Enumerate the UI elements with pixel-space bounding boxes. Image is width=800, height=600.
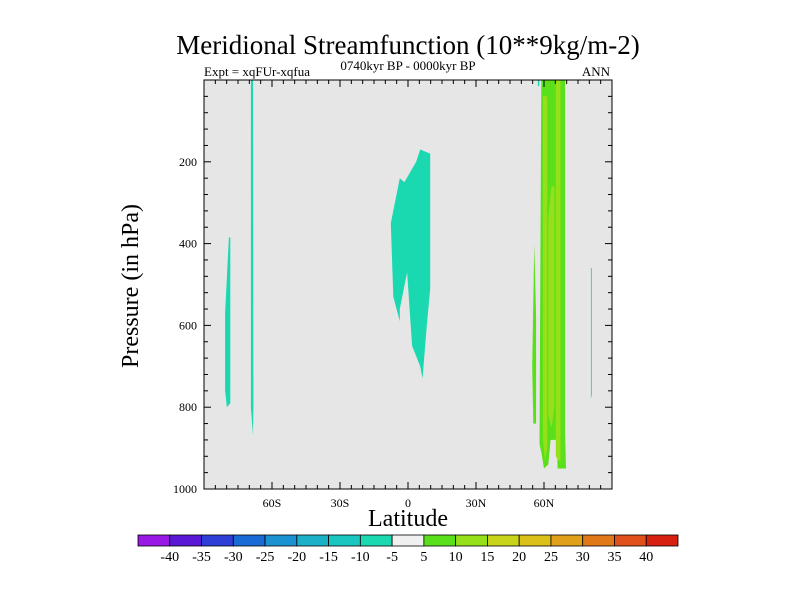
contour-region-north-positive-10-right — [555, 80, 561, 461]
colorbar-swatch — [645, 534, 679, 547]
colorbar-label: -30 — [224, 550, 243, 565]
y-tick-label: 200 — [179, 155, 197, 169]
colorbar-label: 25 — [544, 550, 558, 565]
colorbar-label: -10 — [351, 550, 370, 565]
colorbar-swatch — [518, 534, 552, 547]
contour-region-north-positive-left — [532, 243, 537, 424]
y-tick-label: 1000 — [173, 482, 197, 496]
colorbar-label: -20 — [287, 550, 306, 565]
center-subtitle: 0740kyr BP - 0000kyr BP — [340, 58, 475, 73]
contour-region-southern-narrow-negative — [250, 80, 254, 436]
colorbar-label: 5 — [420, 550, 427, 565]
colorbar-label: 35 — [607, 550, 621, 565]
colorbar-swatch — [359, 534, 393, 547]
colorbar-label: -35 — [192, 550, 211, 565]
contour-region-southern-polar-negative — [225, 237, 231, 408]
contour-region-north-positive-10-left — [542, 96, 548, 461]
colorbar-swatch — [328, 534, 361, 547]
colorbar-swatch — [550, 534, 584, 547]
colorbar-swatch — [582, 534, 615, 547]
colorbar-label: 30 — [576, 550, 590, 565]
x-axis-label: Latitude — [368, 506, 448, 532]
colorbar-label: -15 — [319, 550, 338, 565]
contour-regions — [225, 80, 592, 469]
colorbar-swatch — [391, 534, 425, 547]
chart-title: Meridional Streamfunction (10**9kg/m-2) — [176, 30, 639, 60]
contour-region-north-positive-10-mid — [548, 186, 555, 428]
colorbar-swatch — [169, 534, 202, 547]
x-tick-label: 0 — [405, 496, 411, 510]
colorbar-label: 20 — [512, 550, 526, 565]
colorbar-label: -5 — [386, 550, 398, 565]
colorbar-label: 15 — [480, 550, 494, 565]
colorbar-label: -40 — [160, 550, 179, 565]
colorbar-label: 40 — [639, 550, 653, 565]
colorbar-swatch — [201, 534, 234, 547]
contour-region-equatorial-negative — [390, 149, 431, 379]
y-tick-label: 600 — [179, 318, 197, 332]
colorbar-label: 10 — [449, 550, 463, 565]
x-tick-label: 30S — [331, 496, 350, 510]
colorbar-swatch — [487, 534, 520, 547]
colorbar-label: -25 — [256, 550, 275, 565]
x-tick-label: 60N — [534, 496, 555, 510]
x-axis-ticks: 60S 30S 0 30N 60N — [203, 80, 613, 510]
x-tick-label: 60S — [263, 496, 282, 510]
y-tick-label: 800 — [179, 400, 197, 414]
y-axis-label: Pressure (in hPa) — [118, 204, 144, 368]
colorbar-swatch — [423, 534, 457, 547]
colorbar-swatch — [264, 534, 298, 547]
colorbar-swatch — [614, 534, 647, 547]
colorbar: -40 -35 -30 -25 -20 -15 -10 -5 5 10 15 20 25 30 35 40 — [137, 534, 679, 565]
x-tick-label: 30N — [466, 496, 487, 510]
colorbar-swatch — [137, 534, 171, 547]
y-axis-ticks: 200 400 600 800 1000 — [173, 79, 612, 496]
colorbar-swatch — [455, 534, 488, 547]
right-subtitle: ANN — [582, 64, 611, 79]
contour-region-northern-weak-right — [590, 268, 592, 399]
y-tick-label: 400 — [179, 237, 197, 251]
colorbar-swatch — [296, 534, 329, 547]
left-subtitle: Expt = xqFUr-xqfua — [204, 64, 310, 79]
colorbar-swatch — [232, 534, 266, 547]
